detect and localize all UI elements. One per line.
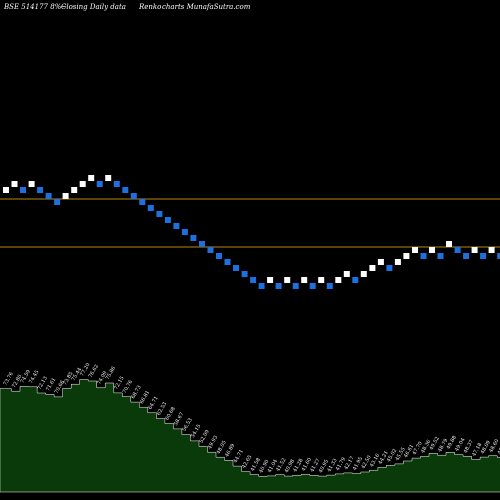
renko-brick-up xyxy=(446,241,452,247)
volume-area xyxy=(0,379,500,493)
renko-brick-up xyxy=(360,271,367,277)
renko-brick-down xyxy=(139,199,146,205)
renko-brick-down xyxy=(292,283,299,289)
renko-brick-up xyxy=(62,193,69,199)
renko-brick-up xyxy=(335,277,342,283)
renko-brick-down xyxy=(45,193,52,199)
renko-brick-up xyxy=(11,181,18,187)
renko-brick-up xyxy=(412,247,418,253)
renko-brick-up xyxy=(343,271,350,277)
volume-label: 56.53 xyxy=(181,417,193,432)
chart-header-symbol: BSE 514177 8%~ xyxy=(3,3,67,11)
renko-brick-down xyxy=(233,265,239,271)
renko-brick-up xyxy=(79,181,86,187)
renko-brick-down xyxy=(250,277,257,283)
chart-header-source: charts MunafaSutra.com xyxy=(162,3,251,11)
renko-brick-down xyxy=(480,253,487,259)
reference-lines xyxy=(0,198,500,248)
renko-brick-up xyxy=(429,247,435,253)
renko-brick-up xyxy=(403,253,410,259)
volume-bars xyxy=(0,379,500,493)
renko-brick-down xyxy=(454,247,461,253)
renko-brick-up xyxy=(394,259,401,265)
renko-brick-up xyxy=(318,277,325,283)
renko-brick-down xyxy=(497,253,500,259)
renko-brick-down xyxy=(386,265,393,271)
renko-brick-down xyxy=(113,181,120,187)
renko-brick-down xyxy=(190,235,197,241)
renko-brick-down xyxy=(463,253,470,259)
chart-header-kind: Renko xyxy=(138,3,161,11)
renko-brick-up xyxy=(71,187,78,193)
renko-brick-down xyxy=(164,217,171,223)
renko-brick-down xyxy=(309,283,316,289)
renko-brick-down xyxy=(147,205,154,211)
renko-brick-down xyxy=(20,187,26,193)
renko-brick-down xyxy=(437,253,444,259)
renko-brick-down xyxy=(37,187,44,193)
renko-brick-down xyxy=(275,283,282,289)
renko-brick-down xyxy=(96,181,103,187)
renko-brick-down xyxy=(241,271,248,277)
renko-brick-down xyxy=(181,229,188,235)
renko-bricks xyxy=(3,175,500,289)
volume-label: 48.60 xyxy=(488,438,500,453)
chart-header-description: Closing Daily data xyxy=(61,3,126,11)
renko-brick-down xyxy=(352,277,359,283)
renko-brick-down xyxy=(420,253,427,259)
renko-brick-down xyxy=(130,193,137,199)
renko-brick-up xyxy=(369,265,376,271)
renko-brick-down xyxy=(216,253,222,259)
renko-brick-down xyxy=(224,259,231,265)
renko-brick-up xyxy=(105,175,112,181)
renko-brick-down xyxy=(258,283,265,289)
volume-label: 47.95 xyxy=(497,440,500,455)
renko-brick-down xyxy=(173,223,180,229)
renko-brick-up xyxy=(3,187,9,193)
renko-brick-down xyxy=(199,241,205,247)
renko-brick-down xyxy=(156,211,163,217)
renko-brick-down xyxy=(207,247,214,253)
renko-brick-up xyxy=(301,277,308,283)
renko-brick-up xyxy=(267,277,274,283)
renko-brick-up xyxy=(284,277,291,283)
renko-brick-up xyxy=(28,181,35,187)
renko-brick-up xyxy=(488,247,495,253)
renko-brick-up xyxy=(471,247,478,253)
renko-brick-up xyxy=(377,259,384,265)
renko-brick-up xyxy=(88,175,95,181)
volume-label: 75.86 xyxy=(105,366,117,381)
renko-brick-down xyxy=(326,283,333,289)
renko-brick-down xyxy=(54,199,61,205)
renko-brick-down xyxy=(122,187,129,193)
